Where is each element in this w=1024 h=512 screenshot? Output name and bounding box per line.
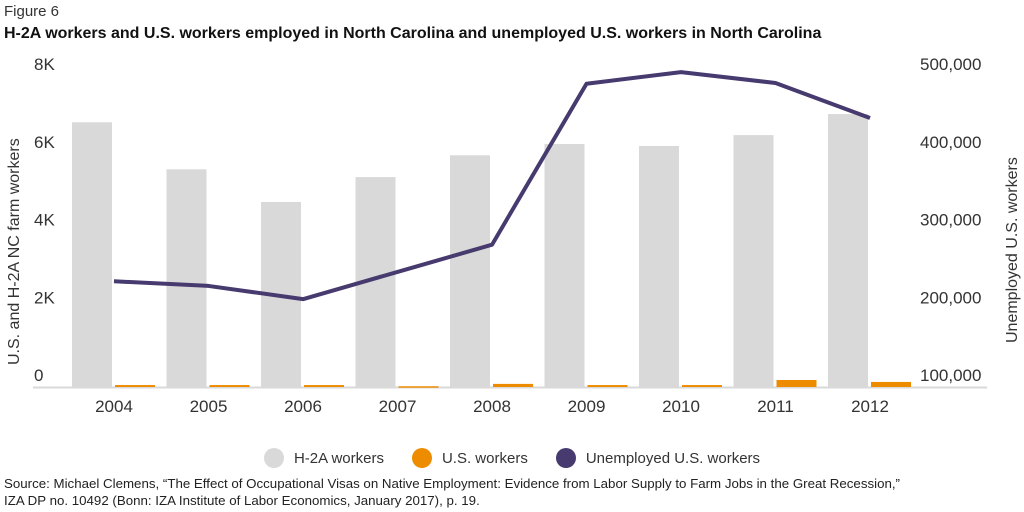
legend-swatch-unemployed (555, 448, 576, 468)
left-tick-label: 0 (34, 366, 43, 385)
x-tick-label: 2008 (473, 397, 511, 416)
x-tick-label: 2010 (662, 397, 700, 416)
legend-label-h2a: H-2A workers (293, 449, 384, 467)
bar-h2a (828, 114, 868, 387)
right-tick-label: 100,000 (920, 366, 981, 385)
legend: H-2A workers U.S. workers Unemployed U.S… (0, 448, 1024, 468)
left-tick-label: 8K (34, 55, 55, 74)
right-tick-label: 500,000 (920, 55, 981, 74)
source-note: Source: Michael Clemens, “The Effect of … (4, 475, 900, 509)
bar-us (587, 385, 628, 387)
legend-item-us: U.S. workers (411, 448, 528, 468)
legend-swatch-h2a (263, 448, 284, 468)
bar-h2a (733, 135, 774, 387)
x-tick-label: 2005 (190, 397, 228, 416)
right-tick-label: 400,000 (920, 133, 981, 152)
bar-us (776, 380, 817, 387)
bar-h2a (450, 155, 490, 387)
legend-item-h2a: H-2A workers (263, 448, 384, 468)
bar-us (115, 385, 155, 387)
y-axis-label-right: Unemployed U.S. workers (1004, 157, 1021, 343)
x-tick-label: 2007 (379, 397, 417, 416)
left-tick-label: 6K (34, 133, 55, 152)
figure-label: Figure 6 (4, 3, 60, 20)
bar-us (682, 385, 722, 387)
x-tick-label: 2006 (284, 397, 322, 416)
left-tick-label: 2K (34, 288, 55, 307)
legend-label-us: U.S. workers (441, 449, 528, 467)
y-axis-label-left: U.S. and H-2A NC farm workers (6, 138, 23, 365)
left-tick-label: 4K (34, 211, 55, 230)
x-tick-label: 2012 (851, 397, 889, 416)
right-tick-label: 300,000 (920, 211, 981, 230)
bar-us (871, 381, 911, 387)
x-tick-label: 2011 (757, 397, 794, 416)
bar-h2a (544, 144, 585, 387)
bar-h2a (166, 169, 207, 387)
chart-title: H-2A workers and U.S. workers employed i… (4, 25, 822, 42)
source-line-2: IZA DP no. 10492 (Bonn: IZA Institute of… (4, 493, 480, 508)
x-tick-label: 2009 (568, 397, 606, 416)
legend-item-unemployed: Unemployed U.S. workers (555, 448, 761, 468)
legend-label-unemployed: Unemployed U.S. workers (585, 449, 761, 467)
bar-h2a (639, 145, 679, 387)
bar-us (398, 386, 439, 388)
legend-swatch-us (411, 448, 432, 468)
x-tick-label: 2004 (95, 397, 133, 416)
right-tick-label: 200,000 (920, 288, 981, 307)
bar-us (493, 383, 533, 387)
chart: 0 2K 4K 6K 8K 100,000 200,000 300,000 400,000 500… (6, 55, 1021, 416)
source-line-1: Source: Michael Clemens, “The Effect of … (4, 476, 900, 491)
bar-h2a (72, 122, 112, 387)
bar-us (304, 385, 344, 387)
bar-us (209, 385, 250, 387)
